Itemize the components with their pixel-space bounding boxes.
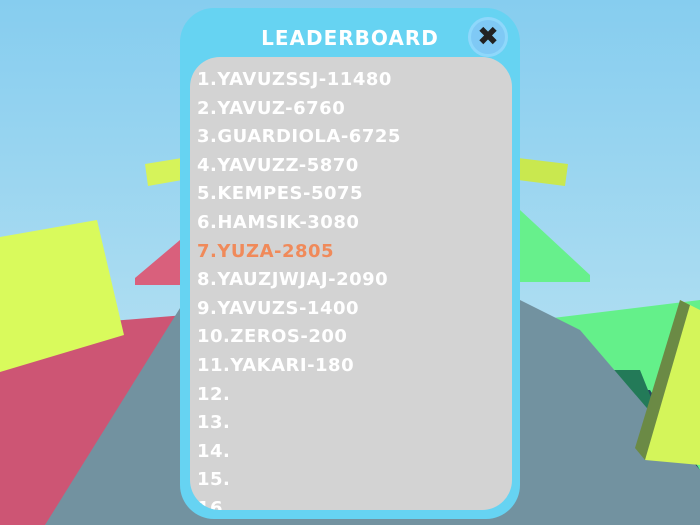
yellow-block-left bbox=[0, 220, 124, 372]
leaderboard-entry: 15. bbox=[197, 469, 231, 491]
green-platform-right bbox=[520, 210, 590, 282]
leaderboard-entry: 4.YAVUZZ-5870 bbox=[197, 154, 359, 176]
leaderboard-entry: 10.ZEROS-200 bbox=[197, 326, 348, 348]
yellow-cylinder-left bbox=[145, 158, 182, 186]
leaderboard-entry: 3.GUARDIOLA-6725 bbox=[197, 126, 401, 148]
leaderboard-entry: 14. bbox=[197, 440, 231, 462]
leaderboard-entry: 5.KEMPES-5075 bbox=[197, 183, 364, 205]
pink-floor-left bbox=[0, 315, 185, 525]
leaderboard-entry: 12. bbox=[197, 383, 231, 405]
close-button[interactable]: ✖ bbox=[468, 17, 508, 57]
leaderboard-entry: 8.YAUZJWJAJ-2090 bbox=[197, 269, 389, 291]
leaderboard-entry: 13. bbox=[197, 412, 231, 434]
yellow-block-right bbox=[645, 300, 700, 465]
leaderboard-list[interactable]: 1.YAVUZSSJ-11480 2.YAVUZ-6760 3.GUARDIOLA-… bbox=[190, 57, 512, 510]
leaderboard-panel: LEADERBOARD ✖ 1.YAVUZSSJ-11480 2.YAVUZ-67… bbox=[180, 8, 520, 519]
close-icon: ✖ bbox=[477, 22, 499, 52]
leaderboard-entry-current-player: 7.YUZA-2805 bbox=[197, 240, 335, 262]
leaderboard-entry: 16. bbox=[197, 498, 231, 510]
leaderboard-entry: 6.HAMSIK-3080 bbox=[197, 212, 360, 233]
leaderboard-title: LEADERBOARD bbox=[261, 26, 439, 50]
yellow-cylinder-right bbox=[518, 158, 568, 186]
yellow-block-right-side bbox=[635, 300, 690, 460]
leaderboard-entry: 1.YAVUZSSJ-11480 bbox=[197, 69, 392, 90]
pink-platform-left bbox=[135, 240, 180, 285]
leaderboard-entry: 9.YAVUZS-1400 bbox=[197, 297, 360, 319]
leaderboard-entry: 2.YAVUZ-6760 bbox=[197, 97, 346, 119]
leaderboard-entry: 11.YAKARI-180 bbox=[197, 355, 355, 376]
